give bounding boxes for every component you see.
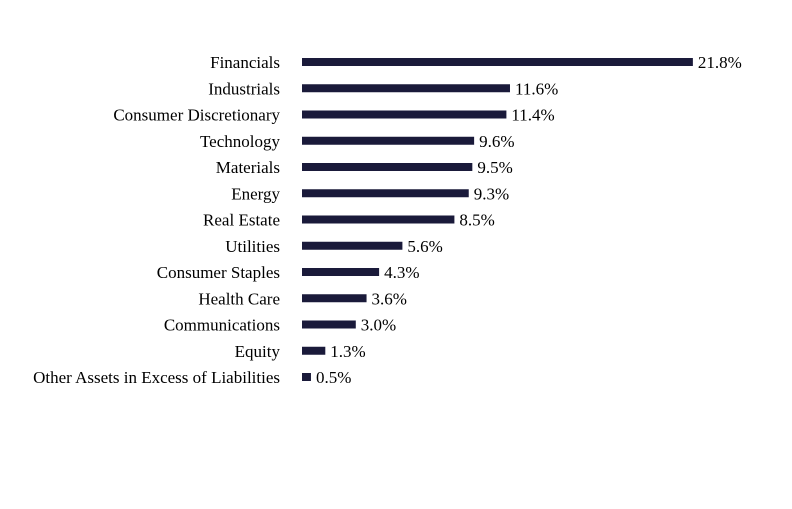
value-label: 0.5% (316, 368, 351, 387)
category-label: Equity (235, 342, 281, 361)
category-label: Technology (200, 132, 281, 151)
category-label: Industrials (208, 79, 280, 98)
bar (302, 373, 311, 381)
value-label: 5.6% (407, 237, 442, 256)
bar (302, 215, 455, 224)
bar-row: Health Care 3.6% (198, 289, 407, 308)
bar-row: Technology 9.6% (200, 132, 515, 151)
bar-row: Real Estate 8.5% (203, 211, 495, 230)
bar-row: Communications 3.0% (164, 316, 396, 335)
category-label: Consumer Discretionary (113, 106, 280, 125)
category-label: Communications (164, 316, 280, 335)
value-label: 21.8% (698, 53, 742, 72)
bar (302, 241, 403, 250)
bar (302, 189, 469, 198)
value-label: 9.5% (477, 158, 512, 177)
category-label: Materials (216, 158, 280, 177)
value-label: 9.6% (479, 132, 514, 151)
category-label: Utilities (225, 237, 280, 256)
bar (302, 268, 380, 276)
bar-row: Consumer Staples 4.3% (157, 263, 420, 282)
category-label: Financials (210, 53, 280, 72)
category-label: Energy (231, 184, 280, 203)
value-label: 9.3% (474, 184, 509, 203)
bar-row: Financials 21.8% (210, 53, 742, 72)
value-label: 8.5% (459, 211, 494, 230)
bar (302, 163, 473, 171)
bar (302, 110, 507, 119)
bar-row: Industrials 11.6% (208, 79, 558, 98)
value-label: 11.4% (511, 106, 554, 125)
bar (302, 294, 367, 303)
category-label: Health Care (198, 289, 280, 308)
value-label: 3.0% (361, 316, 396, 335)
bar (302, 84, 510, 93)
bar-row: Consumer Discretionary 11.4% (113, 106, 554, 125)
value-label: 11.6% (515, 79, 558, 98)
category-label: Real Estate (203, 211, 280, 230)
bar-row: Utilities 5.6% (225, 237, 443, 256)
bar (302, 136, 475, 145)
category-label: Other Assets in Excess of Liabilities (33, 368, 280, 387)
bar (302, 320, 356, 329)
bar-row: Other Assets in Excess of Liabilities 0.5… (33, 368, 351, 387)
bar-row: Equity 1.3% (235, 342, 366, 361)
bar (302, 58, 693, 66)
bar (302, 346, 326, 355)
bar-row: Materials 9.5% (216, 158, 513, 177)
category-label: Consumer Staples (157, 263, 280, 282)
value-label: 4.3% (384, 263, 419, 282)
value-label: 3.6% (372, 289, 407, 308)
bar-row: Energy 9.3% (231, 184, 509, 203)
value-label: 1.3% (330, 342, 365, 361)
